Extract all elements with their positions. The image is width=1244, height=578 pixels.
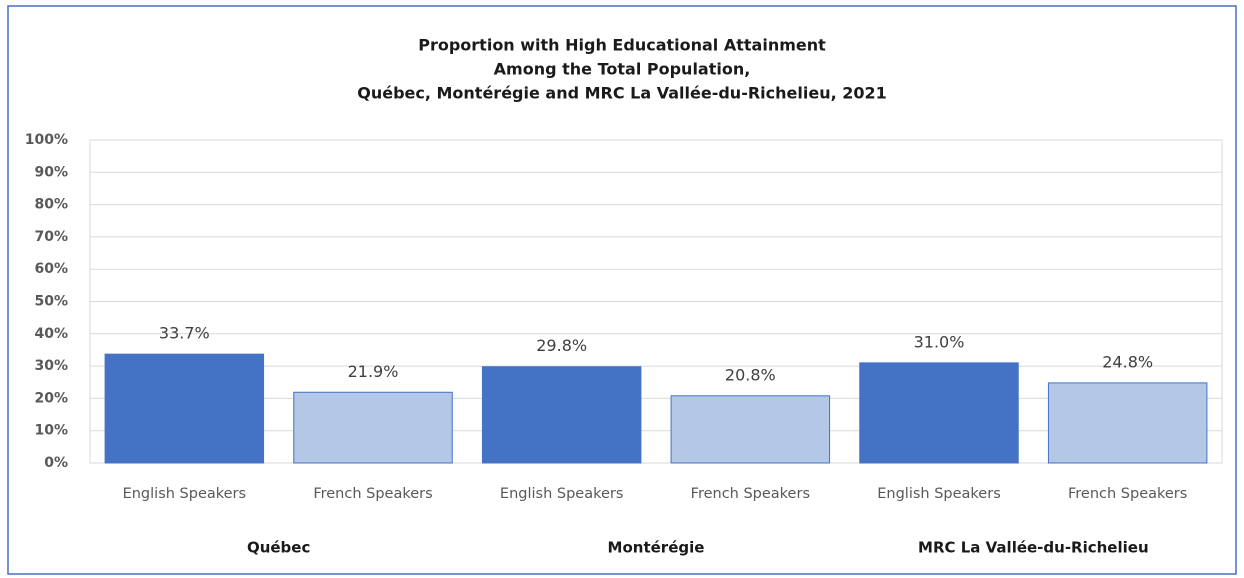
bar <box>293 391 453 464</box>
y-tick-label: 0% <box>44 455 68 471</box>
bar <box>104 353 265 464</box>
value-label: 31.0% <box>914 332 965 351</box>
bar <box>1047 382 1208 464</box>
y-tick-label: 40% <box>34 326 68 342</box>
y-tick-label: 20% <box>34 390 68 406</box>
y-tick-label: 80% <box>34 197 68 213</box>
y-tick-label: 90% <box>34 164 68 180</box>
y-tick-label: 60% <box>34 261 68 277</box>
y-tick-label: 10% <box>34 423 68 439</box>
y-tick-label: 30% <box>34 358 68 374</box>
y-tick-label: 50% <box>34 294 68 310</box>
y-tick-label: 100% <box>25 132 68 148</box>
bar <box>481 366 642 464</box>
group-label: MRC La Vallée-du-Richelieu <box>918 539 1149 557</box>
group-label: Montérégie <box>608 539 705 557</box>
x-tick-label: English Speakers <box>877 486 1001 502</box>
x-tick-label: French Speakers <box>691 486 810 502</box>
value-label: 24.8% <box>1102 352 1153 371</box>
chart-frame <box>7 5 1237 575</box>
bar <box>859 362 1019 464</box>
value-label: 20.8% <box>725 365 776 384</box>
value-label: 21.9% <box>348 362 399 381</box>
bar <box>670 395 831 464</box>
x-tick-label: English Speakers <box>123 486 247 502</box>
x-tick-label: French Speakers <box>313 486 432 502</box>
x-tick-label: English Speakers <box>500 486 624 502</box>
value-label: 29.8% <box>536 336 587 355</box>
chart-title: Proportion with High Educational Attainm… <box>418 36 826 55</box>
chart-title: Québec, Montérégie and MRC La Vallée-du-… <box>357 84 887 103</box>
x-tick-label: French Speakers <box>1068 486 1187 502</box>
value-label: 33.7% <box>159 324 210 343</box>
chart-title: Among the Total Population, <box>494 60 751 79</box>
group-label: Québec <box>247 539 310 557</box>
y-tick-label: 70% <box>34 229 68 245</box>
